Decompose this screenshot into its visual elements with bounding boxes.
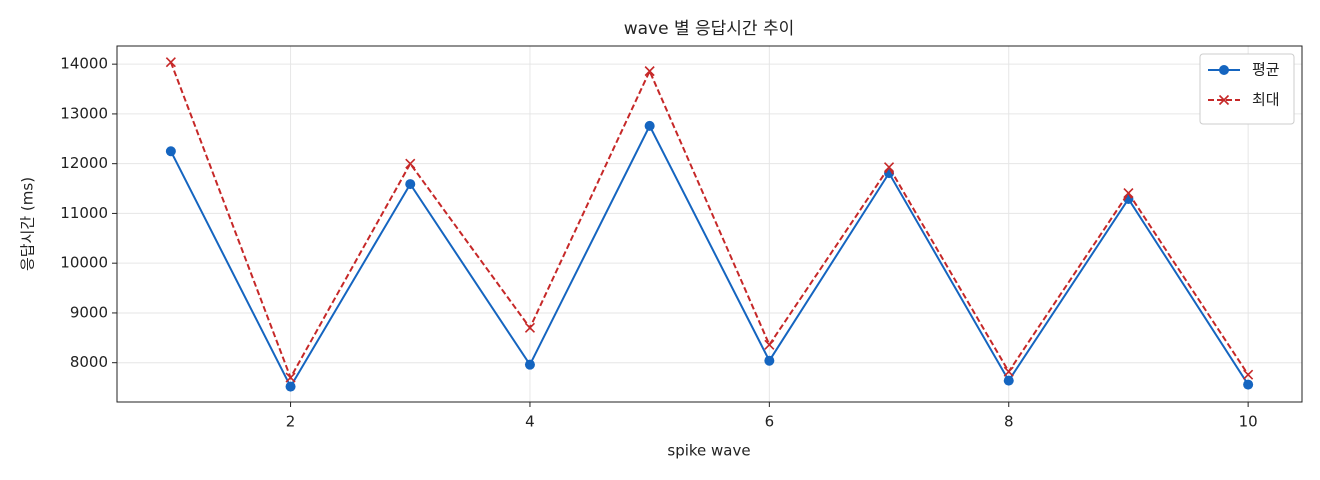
marker	[285, 372, 296, 383]
marker	[644, 120, 655, 131]
marker-cross	[165, 57, 176, 68]
plot-frame	[116, 45, 1303, 403]
marker	[764, 355, 775, 366]
marker	[1243, 379, 1254, 390]
y-axis-label: 응답시간 (ms)	[19, 177, 37, 271]
marker	[1218, 94, 1230, 106]
y-tick-label: 9000	[70, 303, 108, 321]
marker-cross	[524, 322, 536, 333]
marker-cross	[1003, 366, 1014, 377]
marker	[405, 158, 416, 169]
marker	[1219, 65, 1229, 75]
marker	[1003, 375, 1014, 386]
series-line	[169, 61, 1249, 380]
x-axis-label: spike wave	[667, 442, 750, 460]
x-tick-label: 2	[286, 413, 296, 431]
marker	[285, 381, 296, 392]
y-tick-label: 10000	[60, 254, 108, 272]
series-line	[169, 123, 1249, 389]
marker-cross	[285, 372, 296, 383]
marker	[644, 66, 655, 77]
marker	[524, 322, 536, 333]
legend-box	[1199, 53, 1295, 125]
x-tick-label: 6	[765, 413, 775, 431]
x-tick-label: 10	[1239, 413, 1258, 431]
y-tick-label: 8000	[70, 353, 108, 371]
legend-label: 평균	[1252, 61, 1280, 79]
marker-cross	[883, 162, 895, 173]
marker	[524, 359, 535, 370]
y-tick-label: 13000	[60, 104, 108, 122]
marker	[1003, 366, 1014, 377]
y-tick-label: 14000	[60, 55, 108, 73]
marker	[405, 179, 416, 190]
marker-cross	[1243, 369, 1254, 380]
chart-title: wave 별 응답시간 추이	[624, 19, 795, 39]
x-tick-label: 4	[525, 413, 535, 431]
y-tick-label: 11000	[60, 204, 108, 222]
y-tick-label: 12000	[60, 154, 108, 172]
marker	[165, 57, 176, 68]
marker	[1123, 187, 1134, 199]
legend-label: 최대	[1252, 91, 1280, 109]
marker-cross	[1123, 187, 1134, 199]
marker	[1243, 369, 1254, 380]
marker-cross	[644, 66, 655, 77]
x-tick-label: 8	[1004, 413, 1014, 431]
marker	[883, 162, 895, 173]
marker	[165, 146, 176, 157]
marker-cross	[405, 158, 416, 169]
marker-cross	[764, 339, 775, 350]
marker	[764, 339, 775, 350]
marker-cross	[1218, 94, 1230, 106]
